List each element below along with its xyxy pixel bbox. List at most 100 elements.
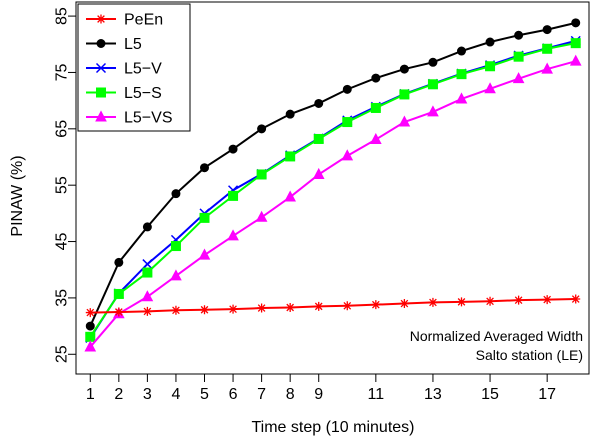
data-point-l5-vs [541,62,553,74]
data-point-l5-s [85,331,96,342]
plot-frame [75,1,590,375]
legend-marker [95,110,107,122]
x-tick-label: 5 [200,386,209,403]
data-point-l5-s [485,61,496,72]
data-point-l5 [285,109,295,119]
data-point-l5 [428,57,438,67]
legend-entry-l5-vs: L5−VS [86,110,172,127]
data-point-l5-s [456,69,467,80]
data-point-l5 [399,64,409,74]
data-point-l5 [142,222,152,232]
data-point-peen [114,307,124,317]
data-point-l5-s [342,117,353,128]
legend-label: L5−V [124,61,162,78]
data-point-l5 [457,46,466,56]
data-point-l5 [371,73,381,83]
x-tick-label: 2 [114,386,123,403]
data-point-l5 [571,18,581,28]
data-point-peen [514,295,524,305]
data-point-l5-vs [569,54,582,66]
y-tick-label: 25 [54,345,71,363]
x-tick-label: 17 [538,386,556,403]
data-point-l5-s [285,151,296,162]
legend-label: L5−VS [124,110,172,127]
legend-entry-peen: PeEn [86,12,163,29]
data-point-l5-s [427,79,438,90]
data-point-l5-vs [370,132,382,145]
data-point-l5-vs [427,105,439,117]
data-point-l5-vs [227,229,239,241]
data-point-peen [171,305,181,315]
x-tick-label: 13 [424,386,442,403]
series-l5-s [85,38,581,342]
data-point-l5-s [199,212,210,223]
y-tick-label: 35 [54,289,71,307]
x-tick-label: 11 [368,386,385,403]
data-point-l5-s [542,43,553,54]
series-line-peen [90,298,576,314]
y-tick-label: 75 [54,63,71,81]
data-point-l5-s [170,241,181,252]
legend-label: PeEn [124,12,163,29]
annotation-line: Normalized Averaged Width [410,328,583,344]
data-point-l5-s [256,169,267,180]
data-point-l5-vs [312,167,325,179]
legend-label: L5−S [124,85,162,102]
data-point-l5 [485,37,495,47]
data-point-l5 [514,30,524,40]
data-point-l5-s [513,51,524,62]
data-point-l5 [171,189,181,199]
data-point-peen [399,299,409,309]
data-point-l5-vs [141,290,154,302]
x-tick-label: 7 [257,386,266,403]
data-point-peen [457,297,466,307]
data-point-peen [200,305,209,315]
legend-entry-l5-s: L5−S [86,85,162,102]
data-point-l5-s [570,38,581,49]
data-point-peen [142,306,152,316]
data-point-peen [314,301,324,311]
data-point-peen [285,302,295,312]
y-tick-label: 45 [54,233,71,251]
x-tick-label: 9 [314,386,323,403]
data-point-l5 [228,144,238,154]
data-point-l5 [314,98,324,108]
series-group [84,18,582,352]
series-peen [85,294,581,318]
data-point-l5-s [228,190,239,201]
x-tick-label: 6 [229,386,238,403]
y-tick-label: 85 [54,7,71,25]
legend-marker [96,87,106,98]
data-point-peen [228,304,238,314]
series-line-l5 [89,21,576,327]
annotation-line: Salto station (LE) [476,347,583,363]
data-point-l5-vs [341,149,354,161]
data-point-l5-vs [255,210,268,222]
x-tick-label: 1 [86,386,95,403]
data-point-l5-vs [455,92,468,104]
y-tick-label: 65 [54,120,71,138]
data-point-l5 [114,257,124,267]
data-point-peen [371,300,381,310]
data-point-l5-v [142,259,153,270]
data-point-l5 [342,84,352,94]
data-point-l5-s [142,267,153,278]
data-point-l5-s [399,89,410,100]
legend-marker [96,14,106,24]
data-point-peen [542,295,552,305]
x-tick-label: 4 [171,386,180,403]
data-point-peen [571,294,581,304]
y-axis-label: PINAW (%) [9,155,26,236]
data-point-l5-vs [484,82,496,94]
legend-label: L5 [124,36,142,53]
series-l5 [85,18,581,331]
legend-marker [95,62,107,74]
data-point-l5-s [370,102,381,113]
data-point-l5-vs [84,340,97,352]
data-point-l5 [200,163,209,173]
annotation: Normalized Averaged Width Salto station (… [410,328,583,363]
data-point-peen [85,308,95,318]
x-tick-label: 15 [481,386,499,403]
x-tick-label: 8 [286,386,295,403]
